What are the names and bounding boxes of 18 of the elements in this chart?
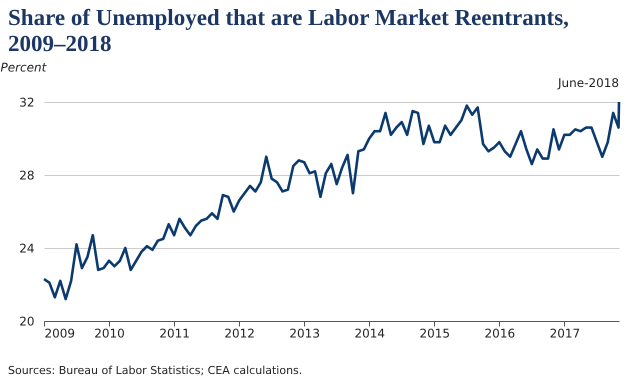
x-tick-label: 2014: [354, 326, 385, 340]
x-tick-label: 2012: [224, 326, 255, 340]
x-tick-label: 2009: [44, 326, 76, 340]
x-tick-label: 2017: [550, 326, 580, 340]
y-axis-title: Percent: [0, 60, 48, 74]
y-tick-label: 28: [19, 168, 34, 182]
x-tick-label: 2013: [289, 326, 320, 340]
line-series: [42, 100, 620, 300]
x-tick-label: 2016: [484, 326, 516, 340]
source-note: Sources: Bureau of Labor Statistics; CEA calculations.: [8, 364, 302, 377]
x-tick-label: 2015: [420, 326, 450, 340]
chart-title: Share of Unemployed that are Labor Market Reentrants, 2009–2018: [8, 5, 569, 56]
x-tick-label: 2011: [159, 326, 190, 340]
y-tick-label: 32: [19, 96, 34, 110]
y-tick-label: 24: [19, 242, 34, 256]
y-tick-label: 20: [19, 314, 34, 328]
x-tick-label: 2010: [94, 326, 125, 340]
annotation: June-2018: [556, 76, 619, 90]
